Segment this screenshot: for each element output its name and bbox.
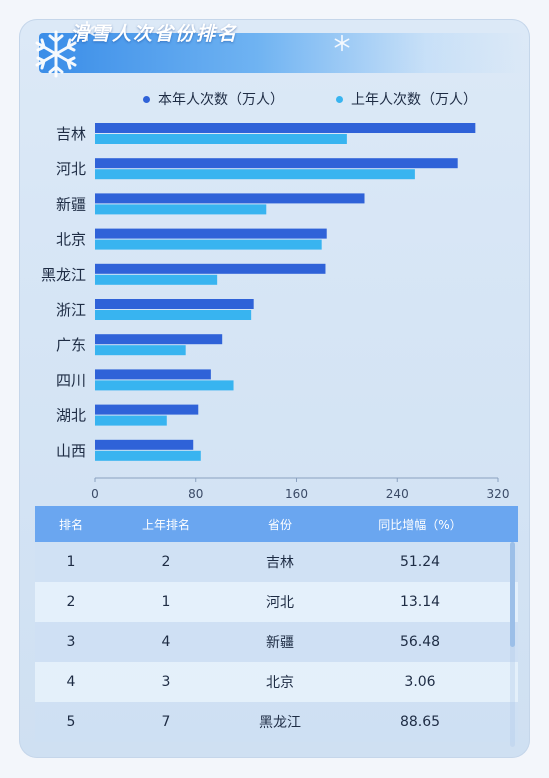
bar-this-year[interactable] xyxy=(95,263,326,274)
bar-last-year[interactable] xyxy=(95,239,322,250)
snowflake-icon xyxy=(35,30,77,78)
cell-growth: 51.24 xyxy=(399,554,441,570)
bar-this-year[interactable] xyxy=(95,158,458,169)
bar-last-year[interactable] xyxy=(95,274,218,285)
bar-last-year[interactable] xyxy=(95,450,201,461)
header-growth[interactable]: 同比增幅（%） xyxy=(378,517,462,532)
table-row[interactable]: 3 4 新疆 56.48 xyxy=(35,622,518,662)
x-tick-label: 0 xyxy=(91,487,99,500)
ranking-table: 排名 上年排名 省份 同比增幅（%） 1 2 吉林 51.24 2 1 河北 1… xyxy=(35,506,518,742)
cell-rank: 5 xyxy=(66,714,76,730)
cell-province: 河北 xyxy=(266,595,294,611)
cell-growth: 13.14 xyxy=(399,594,441,610)
x-tick-label: 240 xyxy=(386,487,409,500)
cell-rank: 1 xyxy=(66,554,76,570)
table-scrollbar[interactable] xyxy=(510,542,515,647)
bar-this-year[interactable] xyxy=(95,334,223,345)
bar-last-year[interactable] xyxy=(95,204,267,215)
bar-this-year[interactable] xyxy=(95,299,254,309)
cell-growth: 88.65 xyxy=(399,714,441,730)
category-label: 广东 xyxy=(56,336,86,354)
legend-dot-last-year xyxy=(336,95,343,103)
legend-label-this-year: 本年人次数（万人） xyxy=(158,92,284,108)
bar-last-year[interactable] xyxy=(95,169,415,180)
cell-last-rank: 2 xyxy=(161,554,171,570)
legend-label-last-year: 上年人次数（万人） xyxy=(351,92,477,108)
legend-dot-this-year xyxy=(143,95,150,103)
bar-last-year[interactable] xyxy=(95,310,252,320)
bar-this-year[interactable] xyxy=(95,228,327,239)
category-label: 河北 xyxy=(56,160,86,178)
category-label: 四川 xyxy=(56,371,86,389)
bar-this-year[interactable] xyxy=(95,439,194,450)
cell-province: 北京 xyxy=(266,675,294,691)
x-tick-label: 320 xyxy=(487,487,510,500)
cell-last-rank: 7 xyxy=(161,714,171,730)
category-label: 新疆 xyxy=(56,195,86,213)
cell-rank: 4 xyxy=(66,674,76,690)
header-last-rank[interactable]: 上年排名 xyxy=(141,517,190,532)
bar-this-year[interactable] xyxy=(95,123,476,133)
category-label: 山西 xyxy=(56,442,86,460)
table-header: 排名 上年排名 省份 同比增幅（%） xyxy=(35,506,518,542)
bar-last-year[interactable] xyxy=(95,380,234,391)
table-row[interactable]: 4 3 北京 3.06 xyxy=(35,662,518,702)
bar-this-year[interactable] xyxy=(95,369,211,380)
cell-province: 吉林 xyxy=(266,555,294,571)
cell-growth: 56.48 xyxy=(399,634,441,650)
category-label: 吉林 xyxy=(56,125,86,143)
cell-rank: 3 xyxy=(66,634,76,650)
bar-last-year[interactable] xyxy=(95,345,186,356)
cell-rank: 2 xyxy=(66,594,76,610)
x-tick-label: 80 xyxy=(188,487,203,500)
cell-last-rank: 3 xyxy=(161,674,171,690)
category-label: 北京 xyxy=(56,231,86,249)
cell-province: 黑龙江 xyxy=(259,715,301,731)
category-label: 湖北 xyxy=(56,407,86,425)
cell-last-rank: 1 xyxy=(161,594,171,610)
title-banner xyxy=(39,33,523,73)
category-label: 黑龙江 xyxy=(41,266,86,284)
category-label: 浙江 xyxy=(56,301,86,319)
bar-last-year[interactable] xyxy=(95,134,347,144)
chart-legend: 本年人次数（万人） 上年人次数（万人） xyxy=(0,90,549,110)
bar-this-year[interactable] xyxy=(95,404,199,415)
bar-last-year[interactable] xyxy=(95,415,167,426)
header-province[interactable]: 省份 xyxy=(267,517,292,532)
x-tick-label: 160 xyxy=(285,487,308,500)
table-row[interactable]: 1 2 吉林 51.24 xyxy=(35,542,518,582)
cell-last-rank: 4 xyxy=(161,634,171,650)
cell-growth: 3.06 xyxy=(404,674,436,690)
snowflake-right-icon xyxy=(334,34,350,52)
legend-item-this-year[interactable]: 本年人次数（万人） xyxy=(143,90,284,110)
legend-item-last-year[interactable]: 上年人次数（万人） xyxy=(336,90,477,110)
table-row[interactable]: 2 1 河北 13.14 xyxy=(35,582,518,622)
bar-this-year[interactable] xyxy=(95,193,365,204)
cell-province: 新疆 xyxy=(266,635,294,651)
header-rank[interactable]: 排名 xyxy=(58,517,83,532)
table-row[interactable]: 5 7 黑龙江 88.65 xyxy=(35,702,518,742)
snowflake-small-icon xyxy=(78,21,96,41)
chart-title: 滑雪人次省份排名 xyxy=(70,23,239,45)
